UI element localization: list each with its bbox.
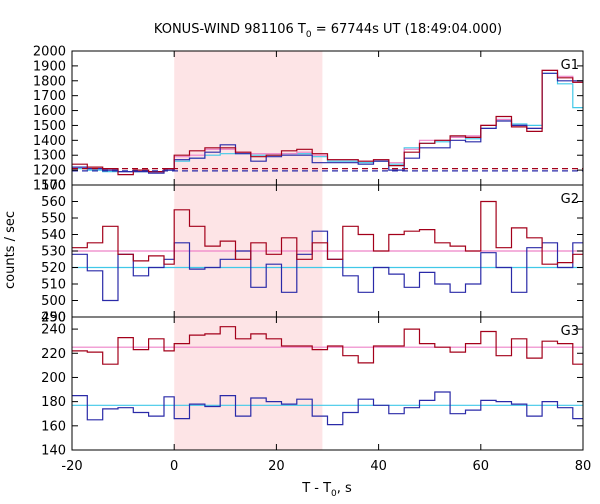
y-tick-label: 1800 xyxy=(33,74,66,89)
x-tick-label: 0 xyxy=(170,459,178,474)
panel-frame xyxy=(71,50,584,186)
x-tick-label: 80 xyxy=(575,459,592,474)
highlight-interval xyxy=(174,317,323,450)
y-tick-label: 520 xyxy=(41,261,66,276)
y-tick-label: 510 xyxy=(41,278,66,293)
y-tick-label: 1100 xyxy=(33,179,66,194)
x-tick-label: -20 xyxy=(61,459,82,474)
y-tick-label: 1500 xyxy=(33,119,66,134)
panel-g1: 1100120013001400150016001700180019002000… xyxy=(33,45,584,194)
panel-label-g2: G2 xyxy=(561,192,579,207)
chart-title-sub: 0 xyxy=(306,30,312,40)
panel-data xyxy=(72,69,583,176)
chart-title: KONUS-WIND 981106 T0 = 67744s UT (18:49:… xyxy=(154,22,502,40)
panel-label-g3: G3 xyxy=(561,324,579,339)
y-tick-label: 140 xyxy=(41,444,66,459)
panel-label-g1: G1 xyxy=(561,58,579,73)
x-axis-label-sub: 0 xyxy=(331,489,337,499)
chart-title-post: = 67744s UT (18:49:04.000) xyxy=(312,22,502,37)
y-tick-label: 1900 xyxy=(33,59,66,74)
x-axis-label-post: , s xyxy=(337,481,352,496)
panel-data xyxy=(72,326,583,426)
panel-data xyxy=(72,200,583,302)
panel-frame xyxy=(71,316,584,451)
x-tick-label: 20 xyxy=(268,459,285,474)
x-tick-label: 40 xyxy=(370,459,387,474)
series-red-step xyxy=(72,326,583,365)
y-tick-label: 540 xyxy=(41,228,66,243)
x-axis-label: T - T0, s xyxy=(301,481,352,499)
y-tick-label: 1700 xyxy=(33,89,66,104)
y-tick-label: 490 xyxy=(41,311,66,326)
series-red-step xyxy=(72,200,583,265)
y-tick-label: 240 xyxy=(41,323,66,338)
y-tick-label: 570 xyxy=(41,179,66,194)
plot-layer: 1100120013001400150016001700180019002000… xyxy=(33,45,591,475)
y-tick-label: 2000 xyxy=(33,45,66,60)
y-tick-label: 1200 xyxy=(33,164,66,179)
y-tick-label: 500 xyxy=(41,294,66,309)
x-axis-label-pre: T - T xyxy=(301,481,331,496)
y-tick-label: 220 xyxy=(41,347,66,362)
y-tick-label: 250 xyxy=(41,311,66,326)
highlight-interval xyxy=(174,51,323,185)
y-tick-label: 560 xyxy=(41,195,66,210)
y-tick-label: 1600 xyxy=(33,104,66,119)
x-tick-label: 60 xyxy=(473,459,490,474)
y-tick-label: 1400 xyxy=(33,134,66,149)
chart-title-pre: KONUS-WIND 981106 T xyxy=(154,22,306,37)
y-tick-label: 550 xyxy=(41,212,66,227)
series-blue-step xyxy=(72,230,583,302)
series-red-step xyxy=(72,69,583,176)
y-tick-label: 1300 xyxy=(33,149,66,164)
y-tick-label: 200 xyxy=(41,371,66,386)
series-blue-step xyxy=(72,391,583,426)
y-axis-label: counts / sec xyxy=(3,211,18,289)
y-tick-label: 530 xyxy=(41,245,66,260)
y-tick-label: 180 xyxy=(41,395,66,410)
y-tick-label: 160 xyxy=(41,419,66,434)
